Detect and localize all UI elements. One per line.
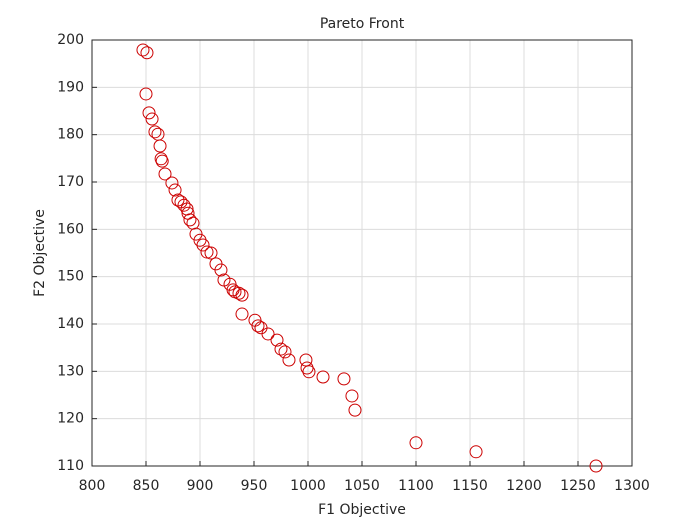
point (145, 112, 159, 126)
point (589, 459, 603, 473)
point (155, 154, 169, 168)
point (409, 436, 423, 450)
x-tick-label: 1200 (506, 478, 542, 494)
point (235, 288, 249, 302)
y-tick-label: 110 (57, 458, 84, 474)
x-tick-label: 1000 (290, 478, 326, 494)
point (139, 87, 153, 101)
point (168, 183, 182, 197)
y-tick-label: 120 (57, 411, 84, 427)
y-tick-label: 140 (57, 316, 84, 332)
point (282, 353, 296, 367)
y-tick-label: 130 (57, 363, 84, 379)
point (177, 198, 191, 212)
point (337, 372, 351, 386)
point (316, 370, 330, 384)
point (214, 263, 228, 277)
x-tick-label: 850 (133, 478, 160, 494)
x-tick-label: 900 (187, 478, 214, 494)
point (153, 139, 167, 153)
point (345, 389, 359, 403)
x-tick-label: 1050 (344, 478, 380, 494)
y-tick-label: 150 (57, 269, 84, 285)
x-tick-label: 1150 (452, 478, 488, 494)
x-tick-label: 1250 (560, 478, 596, 494)
point (158, 167, 172, 181)
point (154, 152, 168, 166)
point (196, 238, 210, 252)
point (251, 319, 265, 333)
point (299, 353, 313, 367)
y-tick-label: 170 (57, 174, 84, 190)
x-tick-label: 1300 (614, 478, 650, 494)
point (165, 176, 179, 190)
point (270, 333, 284, 347)
point (140, 46, 154, 60)
plot-frame (91, 39, 633, 467)
point (148, 125, 162, 139)
point (235, 307, 249, 321)
x-tick-label: 800 (79, 478, 106, 494)
point (232, 286, 246, 300)
x-tick-label: 950 (241, 478, 268, 494)
point (142, 106, 156, 120)
point (136, 43, 150, 57)
x-axis-label: F1 Objective (318, 502, 406, 518)
x-tick-label: 1100 (398, 478, 434, 494)
point (348, 403, 362, 417)
point (183, 213, 197, 227)
y-tick-label: 160 (57, 221, 84, 237)
y-tick-label: 180 (57, 127, 84, 143)
point (204, 246, 218, 260)
point (261, 327, 275, 341)
point (302, 365, 316, 379)
point (469, 445, 483, 459)
point (274, 342, 288, 356)
y-tick-label: 200 (57, 32, 84, 48)
chart-title: Pareto Front (320, 16, 405, 32)
y-axis-label: F2 Objective (32, 209, 48, 297)
point (278, 345, 292, 359)
y-tick-label: 190 (57, 79, 84, 95)
